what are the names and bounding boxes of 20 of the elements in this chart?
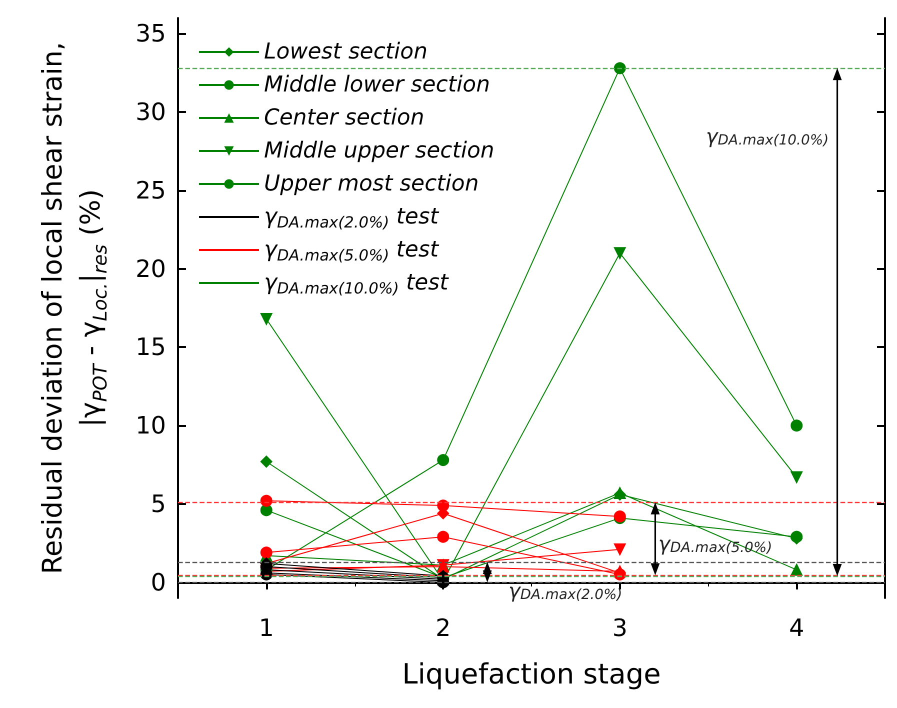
y-tick-label: 0 bbox=[150, 568, 166, 596]
legend-label: Middle upper section bbox=[264, 138, 494, 164]
legend-label: Lowest section bbox=[264, 40, 428, 64]
annotation: γDA.max(10.0%) bbox=[706, 124, 829, 149]
x-tick-label: 4 bbox=[788, 614, 804, 642]
y-tick-label: 30 bbox=[135, 98, 166, 126]
legend-label: Upper most section bbox=[264, 172, 479, 196]
x-tick-label: 2 bbox=[435, 614, 451, 642]
x-axis-title: Liquefaction stage bbox=[402, 658, 661, 690]
y-tick-label: 5 bbox=[150, 490, 166, 518]
x-tick-label: 1 bbox=[258, 614, 274, 642]
y-tick-label: 10 bbox=[135, 412, 166, 440]
y-tick-label: 35 bbox=[135, 20, 166, 48]
y-tick-label: 15 bbox=[135, 333, 166, 362]
x-tick-label: 3 bbox=[612, 614, 628, 642]
annotation: γDA.max(2.0%) bbox=[508, 578, 622, 603]
y-tick-label: 20 bbox=[135, 254, 166, 283]
legend-label: Middle lower section bbox=[264, 72, 490, 98]
legend-label: Center section bbox=[264, 106, 424, 130]
y-tick-label: 25 bbox=[135, 176, 166, 204]
